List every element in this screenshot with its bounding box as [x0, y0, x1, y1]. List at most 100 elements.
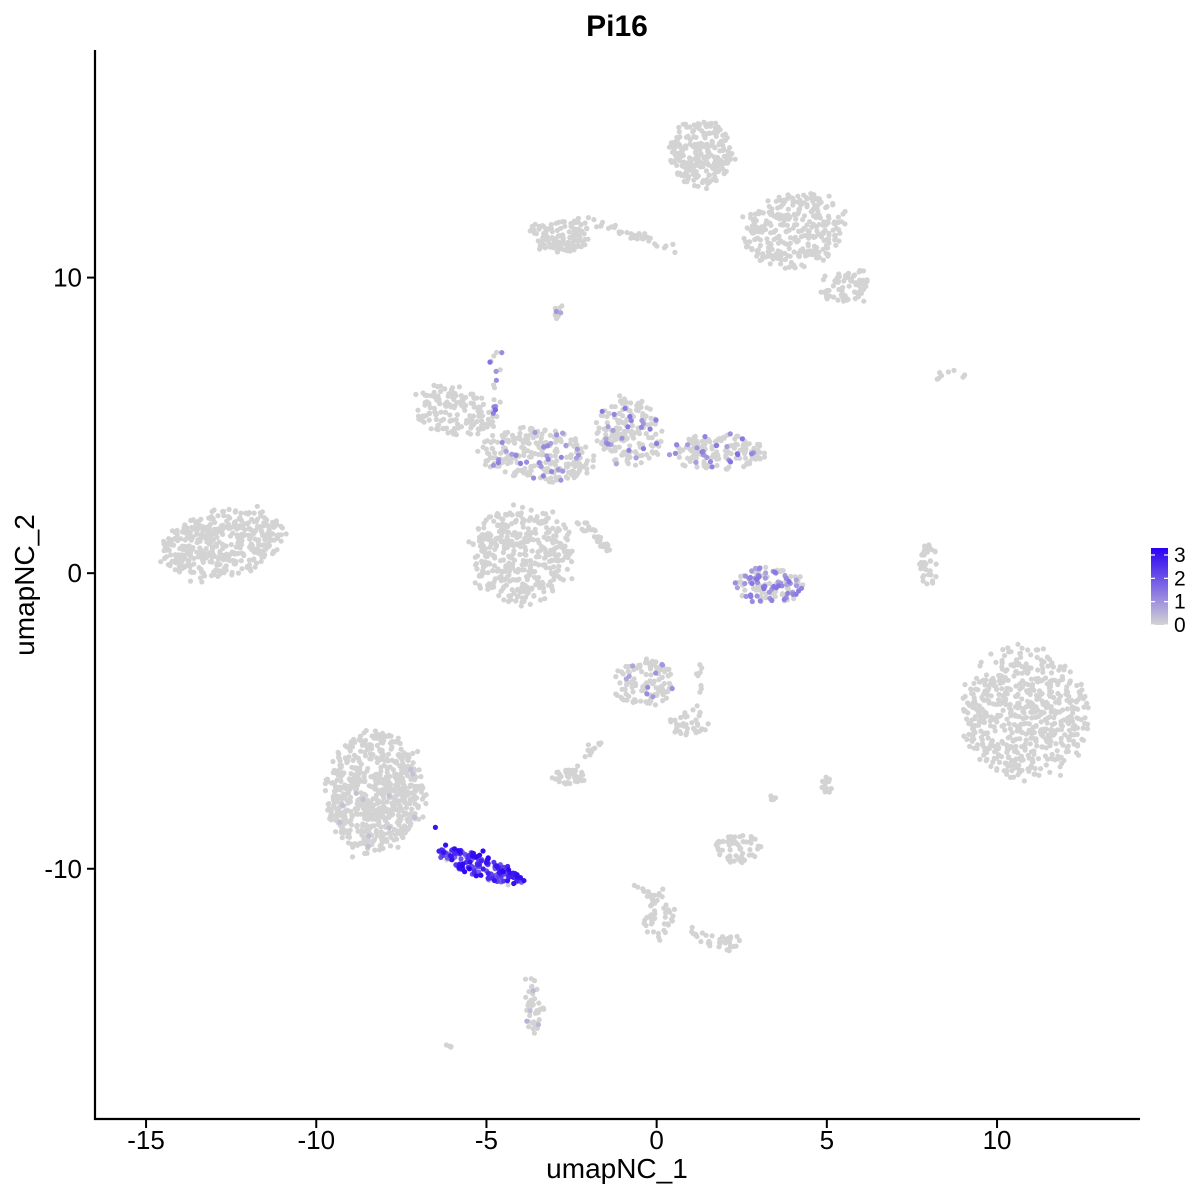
cell-point: [533, 554, 540, 560]
cell-point: [926, 544, 932, 551]
cell-point: [265, 523, 271, 529]
cell-point: [462, 407, 468, 413]
cell-point: [1017, 736, 1023, 742]
cell-point: [540, 1005, 547, 1011]
cell-point: [530, 1026, 536, 1032]
cell-point: [546, 529, 552, 535]
cell-point: [694, 464, 700, 470]
x-tick-label: -5: [475, 1125, 498, 1155]
cell-point: [676, 129, 682, 135]
cell-point: [1019, 670, 1025, 676]
cell-point: [1055, 690, 1061, 697]
cell-point: [387, 740, 394, 746]
cell-point: [592, 528, 598, 534]
cell-point: [435, 427, 441, 433]
cell-point: [492, 450, 498, 456]
cell-point: [1036, 713, 1042, 720]
cell-point: [644, 691, 650, 697]
cell-point: [564, 537, 571, 543]
cell-point: [636, 662, 642, 669]
cell-point: [250, 557, 256, 563]
cell-point: [373, 807, 379, 814]
cell-point: [746, 441, 752, 447]
cell-point: [1067, 678, 1073, 684]
cell-point: [638, 698, 644, 704]
cell-point: [661, 921, 667, 927]
cell-point: [857, 268, 863, 274]
cell-point: [485, 582, 491, 588]
cell-point: [743, 593, 749, 600]
cell-point: [381, 781, 387, 787]
cell-point: [820, 222, 826, 228]
cell-point: [544, 525, 550, 531]
cell-point: [570, 767, 576, 773]
cell-point: [701, 154, 707, 161]
cell-point: [571, 443, 577, 449]
cell-point: [1085, 705, 1091, 711]
cell-point: [656, 934, 662, 940]
cell-point: [968, 686, 974, 692]
cell-point: [335, 769, 341, 775]
cell-point: [693, 162, 699, 168]
cell-point: [258, 558, 264, 565]
cell-point: [472, 554, 478, 560]
cell-point: [405, 773, 411, 779]
cell-point: [692, 433, 698, 439]
cell-point: [1043, 736, 1049, 742]
cell-point: [343, 791, 349, 798]
cell-point: [485, 870, 491, 877]
cell-point: [251, 510, 257, 516]
cell-point: [714, 449, 720, 455]
cell-point: [374, 742, 380, 749]
cell-point: [416, 767, 422, 773]
cell-point: [557, 575, 564, 582]
cell-point: [599, 219, 606, 225]
cell-point: [562, 780, 568, 786]
cell-point: [633, 698, 639, 705]
cell-point: [1050, 664, 1056, 670]
cell-point: [1017, 651, 1023, 657]
cell-point: [756, 442, 762, 448]
cell-point: [593, 420, 600, 426]
cell-point: [397, 818, 403, 824]
cell-point: [790, 202, 796, 208]
cell-point: [353, 806, 359, 812]
cell-point: [822, 227, 828, 233]
cell-point: [517, 589, 523, 595]
cell-point: [933, 574, 939, 580]
cell-point: [420, 413, 426, 419]
cell-point: [1054, 748, 1060, 754]
cell-point: [594, 224, 600, 230]
cell-point: [988, 714, 995, 720]
cell-point: [652, 900, 658, 906]
cell-point: [677, 142, 683, 148]
cell-point: [571, 226, 577, 232]
cell-point: [832, 219, 838, 225]
cell-point: [772, 569, 778, 575]
cell-point: [727, 459, 734, 465]
cell-point: [421, 419, 427, 425]
cell-point: [1005, 645, 1011, 651]
cell-point: [558, 439, 564, 445]
cell-point: [788, 573, 794, 580]
cell-point: [475, 448, 481, 454]
cell-point: [1002, 760, 1008, 766]
cell-point: [820, 778, 826, 785]
cell-point: [653, 417, 659, 423]
cell-point: [526, 989, 532, 995]
cell-point: [1000, 679, 1006, 685]
cell-point: [1011, 663, 1017, 669]
cell-point: [363, 737, 369, 744]
cell-point: [547, 579, 554, 585]
cell-point: [845, 270, 852, 276]
cell-point: [815, 208, 821, 214]
cell-point: [996, 673, 1002, 679]
cell-point: [490, 462, 496, 468]
cell-point: [239, 566, 245, 572]
cell-point: [938, 373, 945, 379]
cell-point: [786, 227, 792, 233]
cell-point: [405, 757, 411, 764]
cell-point: [773, 251, 779, 257]
cell-point: [998, 754, 1005, 760]
cell-point: [398, 746, 404, 752]
